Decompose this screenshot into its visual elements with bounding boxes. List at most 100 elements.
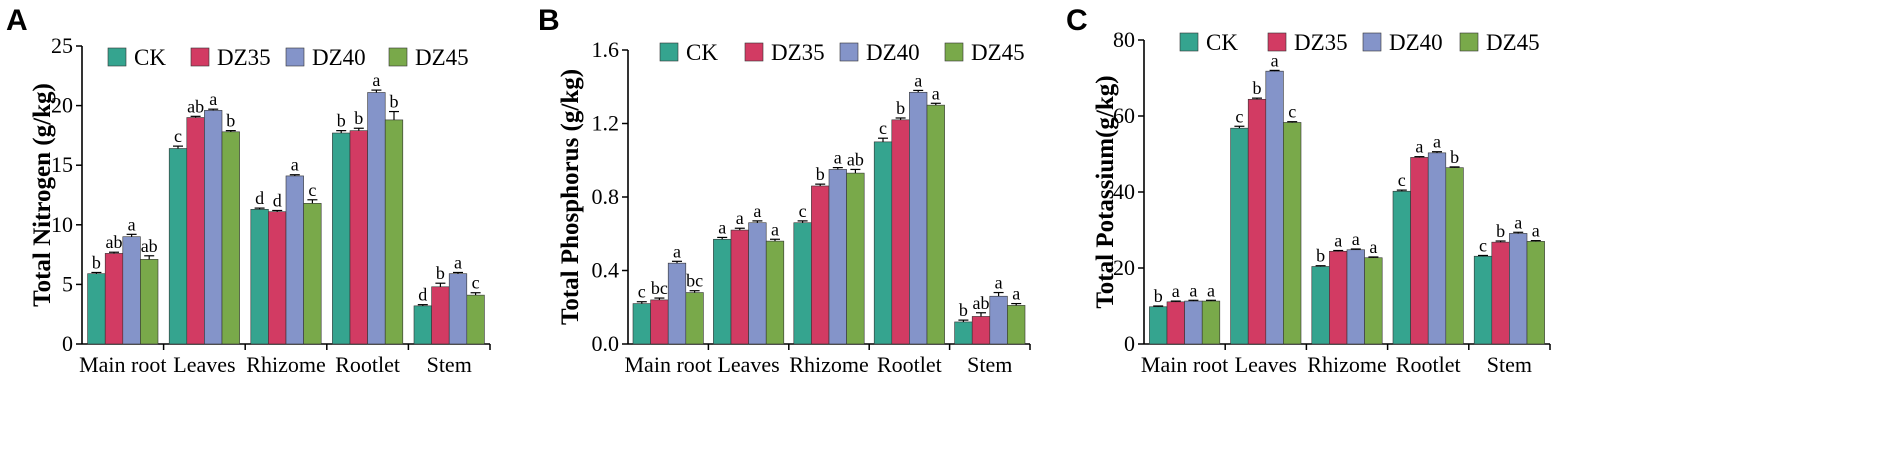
bar-ck bbox=[713, 238, 732, 345]
bar-dz35 bbox=[1410, 157, 1429, 345]
bar-ck bbox=[873, 141, 893, 345]
bar-dz45 bbox=[1364, 257, 1383, 345]
bar-dz40 bbox=[828, 169, 847, 345]
y-tick-label: 0 bbox=[62, 331, 73, 356]
bar-dz35 bbox=[650, 299, 669, 345]
y-tick-label: 0 bbox=[1124, 331, 1135, 356]
bar-dz40 bbox=[989, 295, 1008, 345]
significance-letter: a bbox=[1532, 221, 1540, 241]
legend-label: DZ45 bbox=[415, 45, 469, 70]
bar-dz45 bbox=[926, 104, 945, 345]
x-tick-label: Leaves bbox=[173, 352, 235, 377]
y-tick-label: 60 bbox=[1113, 103, 1135, 128]
legend-swatch-dz35 bbox=[190, 47, 210, 67]
bar-dz40 bbox=[909, 91, 928, 345]
legend-label: DZ40 bbox=[312, 45, 366, 70]
bar-dz35 bbox=[971, 316, 991, 345]
legend-label: DZ40 bbox=[866, 40, 920, 65]
bar-ck bbox=[1473, 255, 1493, 345]
bar-ck bbox=[168, 148, 188, 345]
bar-ck bbox=[87, 273, 106, 345]
y-tick-label: 0.0 bbox=[592, 331, 620, 356]
legend-swatch-ck bbox=[659, 42, 679, 62]
x-tick-label: Stem bbox=[1487, 352, 1532, 377]
y-tick-label: 80 bbox=[1113, 27, 1135, 52]
bar-ck bbox=[954, 321, 973, 345]
y-axis-label: Total Phosphorus (g/kg) bbox=[557, 69, 584, 325]
x-tick-label: Rhizome bbox=[246, 352, 325, 377]
bar-dz35 bbox=[730, 229, 749, 345]
significance-letter: a bbox=[834, 148, 842, 168]
x-tick-label: Stem bbox=[427, 352, 472, 377]
legend-label: DZ40 bbox=[1389, 30, 1443, 55]
significance-letter: b bbox=[226, 111, 235, 131]
bar-dz35 bbox=[1491, 241, 1510, 345]
y-axis-label: Total Potassium(g/kg) bbox=[1092, 75, 1119, 308]
significance-letter: a bbox=[1334, 231, 1342, 251]
bar-dz45 bbox=[685, 292, 704, 345]
significance-letter: c bbox=[879, 118, 887, 138]
significance-letter: b bbox=[959, 300, 968, 320]
significance-letter: c bbox=[308, 180, 316, 200]
y-tick-label: 1.6 bbox=[592, 37, 620, 62]
significance-letter: d bbox=[418, 285, 427, 305]
significance-letter: a bbox=[1369, 237, 1377, 257]
significance-letter: b bbox=[92, 252, 101, 272]
significance-letter: a bbox=[1433, 132, 1441, 152]
significance-letter: ab bbox=[141, 236, 158, 256]
significance-letter: c bbox=[174, 126, 182, 146]
bar-dz40 bbox=[1184, 300, 1203, 345]
bar-dz35 bbox=[891, 119, 910, 345]
bar-dz45 bbox=[1283, 122, 1302, 345]
bar-ck bbox=[793, 222, 812, 345]
x-tick-label: Leaves bbox=[1235, 352, 1297, 377]
legend-swatch-dz40 bbox=[1362, 32, 1382, 52]
bar-dz40 bbox=[1427, 152, 1447, 345]
legend-label: DZ35 bbox=[1294, 30, 1348, 55]
x-tick-label: Main root bbox=[1141, 352, 1228, 377]
significance-letter: a bbox=[372, 70, 380, 90]
bar-dz35 bbox=[1166, 301, 1185, 345]
bar-dz45 bbox=[1201, 300, 1221, 345]
x-tick-label: Rhizome bbox=[789, 352, 868, 377]
bar-dz45 bbox=[384, 119, 404, 345]
y-axis-label: Total Nitrogen (g/kg) bbox=[29, 83, 56, 307]
y-tick-label: 10 bbox=[51, 212, 73, 237]
x-tick-label: Stem bbox=[967, 352, 1012, 377]
legend-swatch-dz45 bbox=[1459, 32, 1479, 52]
significance-letter: a bbox=[1172, 281, 1180, 301]
x-tick-label: Main root bbox=[79, 352, 166, 377]
significance-letter: a bbox=[454, 252, 462, 272]
legend-label: CK bbox=[134, 45, 166, 70]
panel-letter: B bbox=[538, 4, 560, 37]
bar-dz40 bbox=[667, 262, 687, 345]
significance-letter: b bbox=[337, 111, 346, 131]
bar-dz40 bbox=[122, 236, 141, 345]
bar-dz45 bbox=[221, 131, 240, 345]
significance-letter: ab bbox=[973, 293, 990, 313]
legend-label: CK bbox=[686, 40, 718, 65]
bar-dz45 bbox=[140, 259, 159, 345]
significance-letter: a bbox=[291, 155, 299, 175]
legend-swatch-dz40 bbox=[285, 47, 305, 67]
x-tick-label: Leaves bbox=[717, 352, 779, 377]
x-tick-label: Rootlet bbox=[335, 352, 400, 377]
significance-letter: a bbox=[932, 83, 940, 103]
bar-dz45 bbox=[1445, 167, 1464, 345]
significance-letter: b bbox=[436, 263, 445, 283]
y-tick-label: 40 bbox=[1113, 179, 1135, 204]
y-tick-label: 20 bbox=[1113, 255, 1135, 280]
bar-dz45 bbox=[466, 294, 485, 345]
y-tick-label: 1.2 bbox=[592, 111, 620, 136]
legend-swatch-dz40 bbox=[839, 42, 859, 62]
significance-letter: ab bbox=[187, 96, 204, 116]
bar-dz40 bbox=[285, 175, 304, 345]
legend-swatch-dz35 bbox=[1267, 32, 1287, 52]
significance-letter: c bbox=[1398, 170, 1406, 190]
y-tick-label: 0.8 bbox=[592, 184, 620, 209]
y-tick-label: 5 bbox=[62, 271, 73, 296]
bar-ck bbox=[1311, 266, 1330, 345]
significance-letter: d bbox=[273, 190, 282, 210]
y-tick-label: 20 bbox=[51, 93, 73, 118]
significance-letter: a bbox=[1207, 280, 1215, 300]
